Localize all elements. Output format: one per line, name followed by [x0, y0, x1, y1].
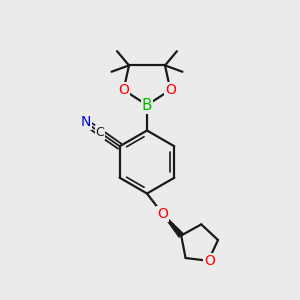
Text: B: B	[142, 98, 152, 112]
Text: O: O	[204, 254, 215, 268]
Polygon shape	[162, 214, 184, 238]
Text: O: O	[118, 83, 129, 97]
Text: O: O	[157, 207, 168, 221]
Text: O: O	[165, 83, 176, 97]
Text: N: N	[80, 115, 91, 129]
Text: C: C	[96, 126, 104, 139]
